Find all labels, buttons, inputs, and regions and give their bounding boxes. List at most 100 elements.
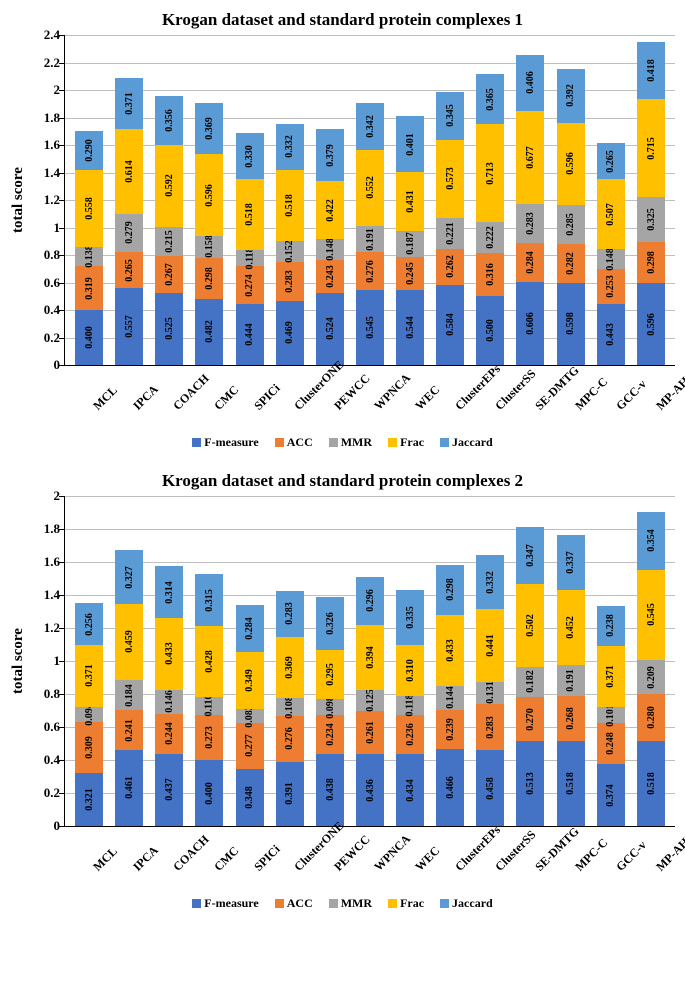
bar-group: 0.584 0.2620.221 0.573 0.345 [436, 92, 464, 365]
segment-value: 0.713 [485, 162, 496, 185]
bar-segment: 0.345 [436, 92, 464, 139]
segment-value: 0.239 [445, 718, 456, 741]
segment-value: 0.584 [445, 314, 456, 337]
segment-value: 0.327 [124, 566, 135, 589]
bar-segment: 0.295 [316, 650, 344, 699]
segment-value: 0.182 [525, 671, 536, 694]
bar-segment: 0.261 [356, 711, 384, 754]
bar-segment: 0.273 [195, 715, 223, 760]
bar-segment: 0.354 [637, 512, 665, 570]
segment-value: 0.482 [204, 321, 215, 344]
bar-segment: 0.321 [75, 773, 103, 826]
segment-value: 0.596 [565, 153, 576, 176]
bar-segment: 0.244 [155, 714, 183, 754]
bar-segment: 0.146 [155, 690, 183, 714]
bar-segment: 0.438 [316, 754, 344, 826]
y-axis-label: total score [10, 35, 30, 365]
bar-segment: 0.101 [597, 707, 625, 724]
segment-value: 0.245 [405, 262, 416, 285]
bar-segment: 0.262 [436, 249, 464, 285]
bar-segment: 0.332 [276, 124, 304, 170]
segment-value: 0.298 [445, 579, 456, 602]
bar-group: 0.4440.2740.1180.5180.330 [236, 133, 264, 365]
bars-row: 0.4000.3190.1380.5580.2900.5570.2650.279… [65, 35, 675, 365]
segment-value: 0.433 [164, 643, 175, 666]
bars-region: 0.4000.3190.1380.5580.2900.5570.2650.279… [64, 35, 675, 366]
segment-value: 0.349 [244, 669, 255, 692]
segment-value: 0.431 [405, 190, 416, 213]
segment-value: 0.371 [84, 665, 95, 688]
segment-value: 0.267 [164, 263, 175, 286]
bar-segment: 0.298 [637, 242, 665, 283]
bar-segment: 0.265 [115, 252, 143, 288]
segment-value: 0.394 [364, 647, 375, 670]
bar-segment: 0.558 [75, 170, 103, 247]
segment-value: 0.342 [364, 115, 375, 138]
segment-value: 0.332 [485, 571, 496, 594]
bar-segment: 0.379 [316, 129, 344, 181]
bar-group: 0.5000.3160.2220.7130.365 [476, 74, 504, 365]
bar-segment: 0.422 [316, 181, 344, 239]
bar-segment: 0.245 [396, 257, 424, 291]
segment-value: 0.337 [565, 551, 576, 574]
bar-segment: 0.298 [436, 565, 464, 614]
segment-value: 0.296 [364, 590, 375, 613]
segment-value: 0.283 [525, 212, 536, 235]
segment-value: 0.369 [204, 117, 215, 140]
segment-value: 0.558 [84, 198, 95, 221]
bar-segment: 0.330 [236, 133, 264, 178]
segment-value: 0.391 [284, 783, 295, 806]
segment-value: 0.310 [405, 659, 416, 682]
bar-segment: 0.406 [516, 55, 544, 111]
bar-segment: 0.283 [276, 262, 304, 301]
bar-segment: 0.152 [276, 241, 304, 262]
segment-value: 0.309 [84, 736, 95, 759]
bar-segment: 0.392 [557, 69, 585, 123]
x-labels: MCLIPCACOACHCMCSPICiClusterONEPEWCCWPNCA… [64, 826, 675, 906]
bar-segment: 0.284 [516, 243, 544, 282]
segment-value: 0.234 [324, 723, 335, 746]
segment-value: 0.152 [284, 240, 295, 263]
chart: Krogan dataset and standard protein comp… [10, 471, 675, 912]
bar-segment: 0.082 [236, 709, 264, 723]
bar-segment: 0.371 [75, 645, 103, 706]
segment-value: 0.461 [124, 777, 135, 800]
bar-segment: 0.110 [195, 697, 223, 715]
segment-value: 0.335 [405, 606, 416, 629]
bar-segment: 0.466 [436, 749, 464, 826]
segment-value: 0.392 [565, 85, 576, 108]
segment-value: 0.552 [364, 177, 375, 200]
segment-value: 0.295 [324, 663, 335, 686]
bar-group: 0.4360.2610.1250.3940.296 [356, 577, 384, 826]
bar-segment: 0.452 [557, 590, 585, 665]
bar-segment: 0.277 [236, 723, 264, 769]
segment-value: 0.518 [565, 772, 576, 795]
bar-segment: 0.614 [115, 129, 143, 213]
bar-group: 0.4430.2530.1480.5070.265 [597, 143, 625, 365]
bar-segment: 0.545 [356, 290, 384, 365]
bar-segment: 0.335 [396, 590, 424, 645]
segment-value: 0.518 [645, 772, 656, 795]
segment-value: 0.138 [84, 245, 95, 268]
segment-value: 0.248 [605, 733, 616, 756]
segment-value: 0.507 [605, 203, 616, 226]
bar-group: 0.3480.2770.0820.3490.284 [236, 605, 264, 826]
segment-value: 0.241 [124, 719, 135, 742]
bar-segment: 0.267 [155, 256, 183, 293]
segment-value: 0.573 [445, 168, 456, 191]
bar-segment: 0.401 [396, 116, 424, 171]
segment-value: 0.158 [204, 236, 215, 259]
segment-value: 0.518 [244, 203, 255, 226]
segment-value: 0.184 [124, 684, 135, 707]
bar-segment: 0.279 [115, 214, 143, 252]
bar-group: 0.4000.3190.1380.5580.290 [75, 131, 103, 365]
bar-segment: 0.238 [597, 606, 625, 645]
bar-segment: 0.280 [637, 694, 665, 740]
segment-value: 0.110 [204, 695, 215, 717]
bar-group: 0.5250.2670.2150.5920.356 [155, 96, 183, 365]
bar-group: 0.4370.2440.1460.4330.314 [155, 566, 183, 826]
bar-group: 0.4380.2340.0980.2950.326 [316, 597, 344, 826]
bar-segment: 0.596 [637, 283, 665, 365]
bar-segment: 0.221 [436, 218, 464, 248]
segment-value: 0.500 [485, 319, 496, 342]
